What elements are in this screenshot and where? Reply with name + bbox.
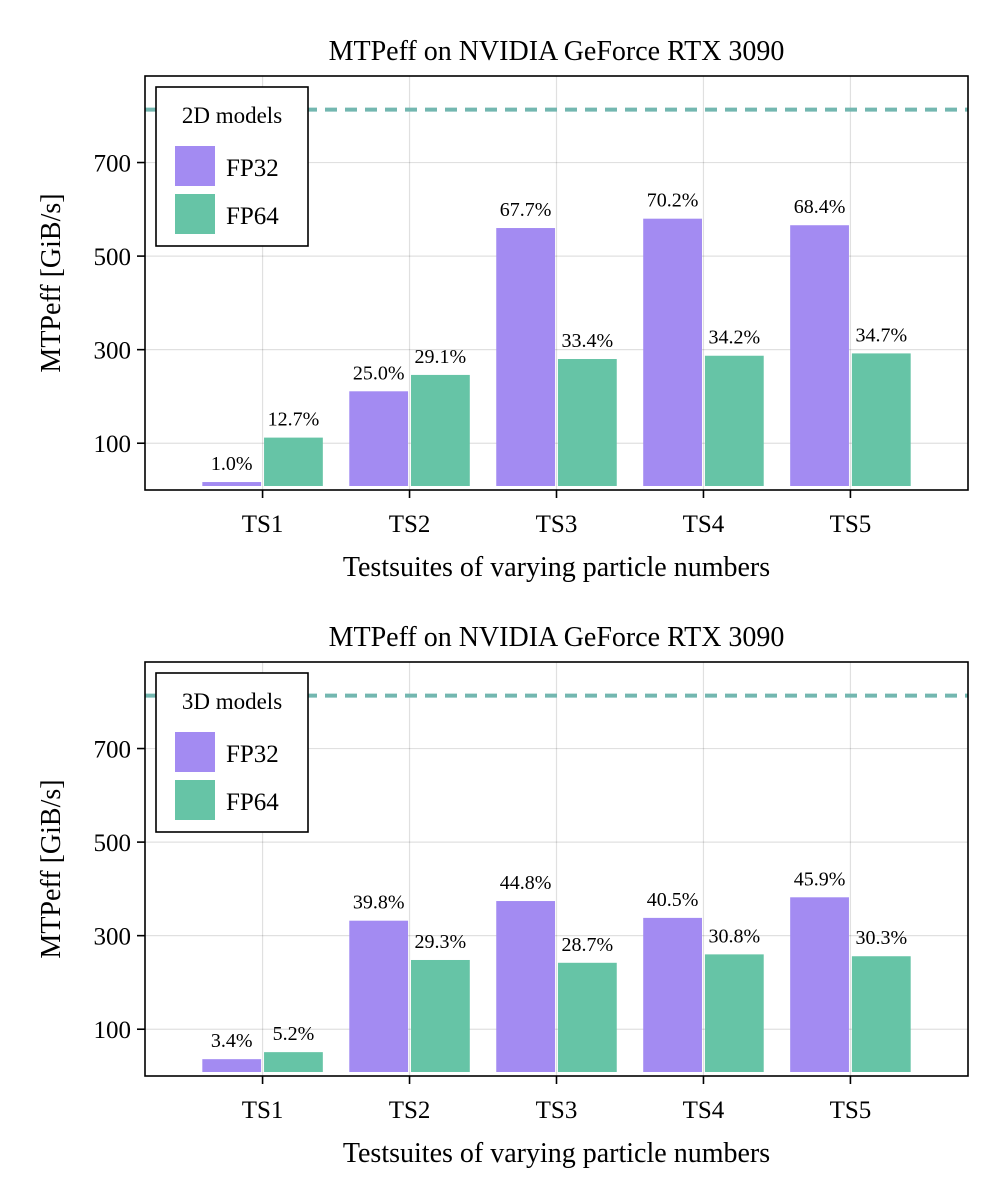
y-tick-label: 100 xyxy=(94,1017,132,1044)
legend: 3D models FP32 FP64 xyxy=(155,672,309,833)
y-tick-label: 300 xyxy=(94,924,132,951)
y-tick-label: 100 xyxy=(94,431,132,458)
bar-fp64-ts4 xyxy=(704,355,764,486)
bar-fp32-ts5 xyxy=(790,897,849,1072)
y-axis-label: MTPeff [GiB/s] xyxy=(36,779,67,958)
y-tick-label: 500 xyxy=(94,830,132,857)
x-tick-label: TS1 xyxy=(242,511,284,538)
bar-fp32-ts1 xyxy=(202,1059,262,1072)
bar-fp64-ts2 xyxy=(411,374,470,486)
x-tick-label: TS3 xyxy=(536,511,578,538)
bar-fp64-ts1 xyxy=(264,437,323,486)
legend-swatch-fp64 xyxy=(175,194,215,234)
data-label: 34.2% xyxy=(708,327,760,349)
bar-fp32-ts4 xyxy=(643,917,702,1072)
x-tick-label: TS4 xyxy=(683,1097,725,1124)
x-tick-label: TS2 xyxy=(389,511,431,538)
bar-fp32-ts3 xyxy=(496,228,556,486)
data-label: 39.8% xyxy=(353,892,405,914)
legend-swatch-fp32 xyxy=(175,146,215,186)
chart-title: MTPeff on NVIDIA GeForce RTX 3090 xyxy=(329,622,785,653)
x-tick-label: TS5 xyxy=(830,511,872,538)
bar-fp64-ts5 xyxy=(851,956,911,1072)
x-tick-label: TS1 xyxy=(242,1097,284,1124)
y-axis-label: MTPeff [GiB/s] xyxy=(36,193,67,372)
y-tick-label: 300 xyxy=(94,338,132,365)
chart-title: MTPeff on NVIDIA GeForce RTX 3090 xyxy=(329,36,785,67)
data-label: 30.8% xyxy=(708,925,760,947)
legend-title: 2D models xyxy=(182,103,282,128)
y-tick-label: 700 xyxy=(94,151,132,178)
bar-fp64-ts1 xyxy=(264,1052,323,1072)
data-label: 34.7% xyxy=(855,324,907,346)
bar-fp64-ts3 xyxy=(557,359,617,486)
legend-entry-fp32: FP32 xyxy=(226,155,279,182)
data-label: 68.4% xyxy=(794,196,846,218)
data-label: 67.7% xyxy=(500,199,552,221)
bar-fp64-ts4 xyxy=(704,954,764,1072)
x-axis-label: Testsuites of varying particle numbers xyxy=(343,1138,770,1169)
legend-title: 3D models xyxy=(182,689,282,714)
legend-swatch-fp64 xyxy=(175,780,215,820)
y-tick-label: 500 xyxy=(94,244,132,271)
data-label: 45.9% xyxy=(794,868,846,890)
y-tick-label: 700 xyxy=(94,737,132,764)
bar-fp32-ts1 xyxy=(202,482,262,486)
data-label: 3.4% xyxy=(211,1030,253,1052)
bar-fp64-ts5 xyxy=(851,353,911,486)
data-label: 5.2% xyxy=(273,1023,315,1045)
data-label: 70.2% xyxy=(647,190,699,212)
legend: 2D models FP32 FP64 xyxy=(155,86,309,247)
data-label: 33.4% xyxy=(562,330,614,352)
data-label: 25.0% xyxy=(353,362,405,384)
bar-fp32-ts2 xyxy=(349,391,409,486)
data-label: 12.7% xyxy=(268,409,320,431)
x-tick-label: TS4 xyxy=(683,511,725,538)
data-label: 40.5% xyxy=(647,889,699,911)
chart-2d-models: MTPeff on NVIDIA GeForce RTX 3090 1.0% 25.… xyxy=(36,36,969,583)
legend-entry-fp32: FP32 xyxy=(226,741,279,768)
chart-3d-models: MTPeff on NVIDIA GeForce RTX 3090 3.4% 39.… xyxy=(36,622,969,1169)
data-label: 28.7% xyxy=(562,934,614,956)
legend-entry-fp64: FP64 xyxy=(226,789,279,816)
data-label: 29.1% xyxy=(415,346,467,368)
bar-fp32-ts3 xyxy=(496,901,556,1072)
data-label: 29.3% xyxy=(415,931,467,953)
legend-entry-fp64: FP64 xyxy=(226,203,279,230)
legend-swatch-fp32 xyxy=(175,732,215,772)
data-label: 30.3% xyxy=(855,927,907,949)
data-label: 44.8% xyxy=(500,872,552,894)
x-tick-label: TS2 xyxy=(389,1097,431,1124)
x-tick-label: TS5 xyxy=(830,1097,872,1124)
bar-fp32-ts2 xyxy=(349,920,409,1072)
bar-fp32-ts5 xyxy=(790,225,849,486)
x-axis-label: Testsuites of varying particle numbers xyxy=(343,552,770,583)
bar-fp32-ts4 xyxy=(643,218,702,486)
bar-fp64-ts2 xyxy=(411,959,470,1072)
x-tick-label: TS3 xyxy=(536,1097,578,1124)
bar-fp64-ts3 xyxy=(557,962,617,1072)
data-label: 1.0% xyxy=(211,453,253,475)
